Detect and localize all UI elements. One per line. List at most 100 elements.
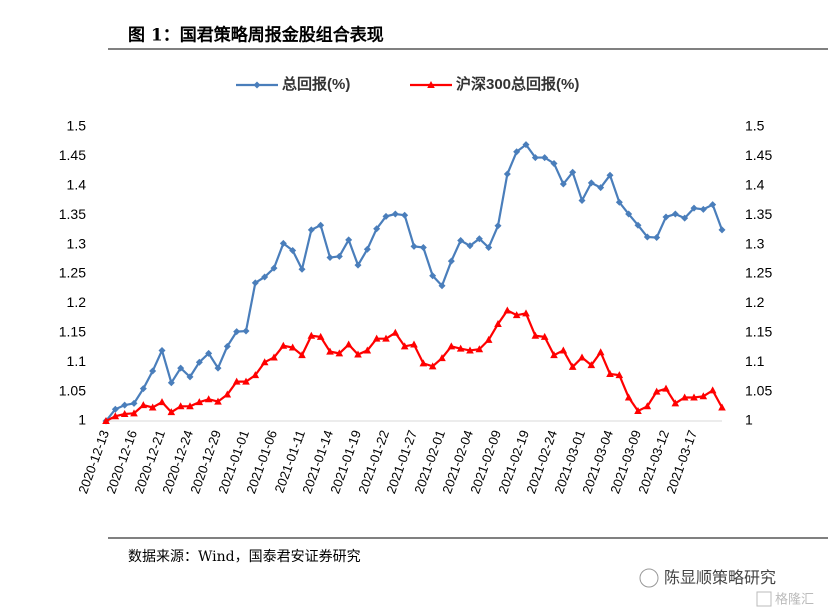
- marker: [316, 332, 325, 340]
- marker: [261, 273, 269, 281]
- marker: [690, 393, 698, 401]
- marker: [597, 184, 605, 192]
- marker: [139, 401, 148, 409]
- marker: [177, 364, 185, 372]
- marker: [251, 279, 259, 287]
- marker: [625, 210, 633, 218]
- y-tick-label: 1: [78, 412, 86, 428]
- marker: [335, 252, 343, 260]
- y2-tick-label: 1.3: [745, 235, 765, 251]
- chart-title: 图 1：国君策略周报金股组合表现: [128, 25, 384, 46]
- marker: [699, 205, 707, 213]
- marker: [494, 222, 502, 230]
- y2-tick-label: 1.45: [745, 147, 772, 163]
- marker: [233, 328, 241, 336]
- marker: [111, 412, 120, 420]
- marker: [429, 272, 437, 280]
- y-tick-label: 1.45: [59, 147, 86, 163]
- marker: [624, 393, 633, 401]
- y2-tick-label: 1.2: [745, 294, 765, 310]
- marker: [699, 392, 708, 400]
- y-tick-label: 1.5: [67, 118, 87, 134]
- marker: [587, 361, 596, 369]
- marker: [643, 233, 651, 241]
- marker: [522, 141, 530, 149]
- marker: [372, 334, 381, 342]
- marker: [653, 234, 661, 242]
- marker: [512, 311, 521, 319]
- marker: [606, 369, 614, 377]
- marker: [186, 402, 194, 410]
- marker: [643, 402, 652, 410]
- marker: [718, 226, 726, 234]
- marker: [569, 168, 577, 176]
- y2-tick-label: 1.4: [745, 177, 765, 193]
- marker: [447, 342, 456, 350]
- marker: [242, 327, 250, 335]
- legend-label: 沪深300总回报(%): [456, 75, 579, 93]
- marker: [382, 334, 390, 342]
- marker: [401, 211, 409, 219]
- source: 数据来源：Wind，国泰君安证券研究: [128, 549, 361, 565]
- marker: [102, 417, 110, 424]
- marker: [513, 148, 521, 156]
- marker: [550, 351, 558, 359]
- marker: [298, 265, 306, 273]
- marker: [345, 236, 353, 244]
- marker: [457, 236, 465, 244]
- marker: [671, 210, 679, 218]
- marker: [158, 398, 166, 406]
- marker: [671, 399, 680, 407]
- marker: [288, 343, 297, 351]
- y-tick-label: 1.35: [59, 206, 86, 222]
- marker: [391, 210, 399, 218]
- marker: [270, 353, 278, 361]
- marker: [121, 401, 129, 409]
- y-tick-label: 1.2: [67, 294, 87, 310]
- marker: [167, 379, 175, 387]
- marker: [681, 214, 689, 222]
- marker: [708, 386, 717, 394]
- marker: [447, 257, 455, 265]
- legend-label: 总回报(%): [282, 75, 350, 93]
- marker: [531, 331, 540, 339]
- marker: [307, 331, 316, 339]
- y2-tick-label: 1.5: [745, 118, 765, 134]
- marker: [410, 242, 418, 250]
- marker: [550, 159, 558, 167]
- marker: [615, 198, 623, 206]
- marker: [270, 264, 278, 272]
- marker: [484, 335, 493, 343]
- marker: [195, 398, 204, 406]
- marker: [186, 373, 194, 381]
- marker: [503, 306, 512, 314]
- marker: [587, 179, 595, 187]
- marker: [251, 371, 260, 379]
- marker: [354, 350, 362, 358]
- y-tick-label: 1.3: [67, 235, 87, 251]
- marker: [531, 154, 539, 162]
- marker: [578, 197, 586, 204]
- y2-tick-label: 1.25: [745, 265, 772, 281]
- marker: [709, 201, 717, 209]
- marker: [559, 180, 567, 188]
- marker: [652, 387, 661, 395]
- marker: [382, 212, 390, 220]
- marker: [466, 242, 474, 250]
- marker: [335, 349, 344, 357]
- marker: [438, 354, 446, 362]
- marker: [242, 377, 250, 385]
- y2-tick-label: 1.1: [745, 353, 765, 369]
- marker: [176, 402, 185, 410]
- marker: [158, 346, 166, 354]
- watermark-logo: [756, 591, 772, 607]
- marker: [466, 346, 474, 354]
- watermark-icon: [639, 568, 659, 588]
- marker: [204, 395, 213, 403]
- marker: [298, 351, 306, 359]
- marker: [205, 349, 213, 357]
- marker: [148, 403, 157, 411]
- marker: [559, 346, 568, 354]
- marker: [690, 204, 698, 212]
